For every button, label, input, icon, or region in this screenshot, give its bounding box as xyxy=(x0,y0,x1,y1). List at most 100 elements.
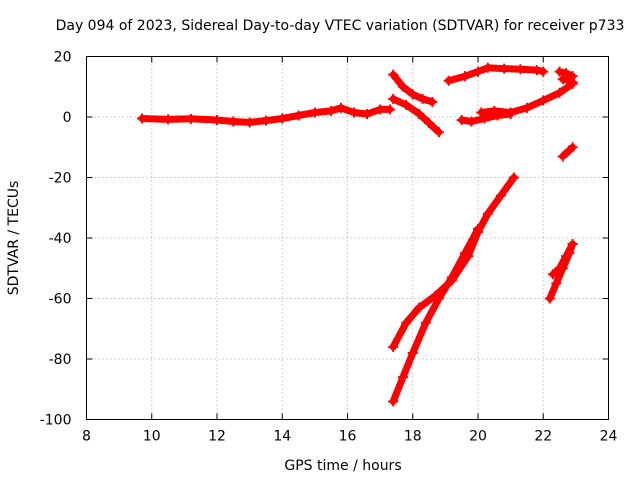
series-track-steep-b xyxy=(388,223,483,407)
series-track-right-dip xyxy=(557,142,578,162)
data-point xyxy=(349,107,360,118)
data-point xyxy=(567,77,578,88)
data-point xyxy=(293,110,304,121)
axis-ticks: 8 10 12 14 16 18 20 22 24 -100 -80 -60 -40 -20 0 20 xyxy=(40,50,618,445)
y-tick-label: -40 xyxy=(49,231,72,247)
series-line xyxy=(389,174,518,351)
data-point xyxy=(407,347,418,358)
data-point xyxy=(515,64,526,75)
data-point xyxy=(309,107,320,118)
data-point xyxy=(459,71,470,82)
data-point xyxy=(557,74,568,85)
data-point xyxy=(397,372,408,383)
y-tick-label: -20 xyxy=(49,171,72,187)
x-tick-label: 10 xyxy=(143,429,161,445)
series-track-upper-arc xyxy=(388,69,438,107)
data-point xyxy=(401,99,412,110)
data-point xyxy=(185,113,196,124)
y-tick-label: 20 xyxy=(54,50,72,66)
data-point xyxy=(548,269,559,280)
data-point xyxy=(443,75,454,86)
data-point xyxy=(414,108,425,119)
data-point xyxy=(544,293,555,304)
data-point xyxy=(567,239,578,250)
data-point xyxy=(538,95,549,106)
data-point xyxy=(388,396,399,407)
series-track-rising-mid xyxy=(476,78,578,118)
data-point xyxy=(554,263,565,274)
data-point xyxy=(505,107,516,118)
data-point xyxy=(397,81,408,92)
data-point xyxy=(375,104,386,115)
x-tick-label: 20 xyxy=(469,429,487,445)
series-line xyxy=(138,104,394,126)
data-point xyxy=(495,190,506,201)
data-point xyxy=(557,151,568,162)
data-point xyxy=(407,89,418,100)
data-point xyxy=(554,66,565,77)
data-point xyxy=(561,251,572,262)
data-point xyxy=(401,317,412,328)
data-point xyxy=(499,63,510,74)
data-point xyxy=(260,115,271,126)
data-point xyxy=(326,105,337,116)
data-point xyxy=(456,115,467,126)
data-point xyxy=(417,93,428,104)
data-point xyxy=(554,87,565,98)
series-line xyxy=(549,240,577,278)
data-point xyxy=(335,102,346,113)
data-point xyxy=(473,223,483,234)
data-point xyxy=(459,248,470,259)
y-tick-label: -100 xyxy=(40,413,72,429)
data-point xyxy=(388,69,399,80)
x-axis-label: GPS time / hours xyxy=(284,458,401,474)
data-point xyxy=(521,102,532,113)
data-point xyxy=(424,118,435,129)
y-tick-label: -80 xyxy=(49,352,72,368)
data-point xyxy=(277,113,288,124)
x-tick-label: 12 xyxy=(208,429,226,445)
x-tick-label: 8 xyxy=(82,429,91,445)
data-point xyxy=(482,208,493,219)
data-point xyxy=(538,66,549,77)
series-track-high-plateau xyxy=(443,62,549,86)
data-point xyxy=(384,104,395,115)
data-point xyxy=(466,116,477,127)
y-tick-label: 0 xyxy=(63,110,72,126)
data-point xyxy=(482,62,493,73)
data-point xyxy=(362,108,373,119)
series-line xyxy=(389,225,482,405)
y-tick-label: -60 xyxy=(49,292,72,308)
x-tick-label: 16 xyxy=(339,429,357,445)
data-point xyxy=(244,117,255,128)
data-point xyxy=(446,272,457,283)
data-point xyxy=(508,172,519,183)
data-point xyxy=(212,115,222,126)
series-line xyxy=(445,64,547,85)
series-track-steep-a xyxy=(388,172,519,352)
x-tick-label: 18 xyxy=(404,429,422,445)
data-point xyxy=(388,93,399,104)
data-point xyxy=(476,107,487,118)
data-point xyxy=(567,142,578,153)
series-track-descending-arc xyxy=(388,93,444,138)
series-line xyxy=(559,143,577,160)
series-group xyxy=(136,62,578,407)
chart-title: Day 094 of 2023, Sidereal Day-to-day VTE… xyxy=(56,18,625,34)
series-track-late-steep-b xyxy=(548,239,578,280)
data-point xyxy=(420,317,431,328)
data-point xyxy=(388,341,399,352)
data-point xyxy=(489,105,500,116)
data-point xyxy=(473,66,483,77)
data-point xyxy=(551,278,562,289)
data-point xyxy=(433,293,444,304)
x-tick-label: 24 xyxy=(600,429,618,445)
data-point xyxy=(163,114,174,125)
x-tick-label: 22 xyxy=(534,429,552,445)
data-point xyxy=(433,127,444,138)
y-axis-label: SDTVAR / TECUs xyxy=(6,181,22,296)
data-point xyxy=(427,96,438,107)
data-point xyxy=(531,65,542,76)
x-tick-label: 14 xyxy=(273,429,291,445)
